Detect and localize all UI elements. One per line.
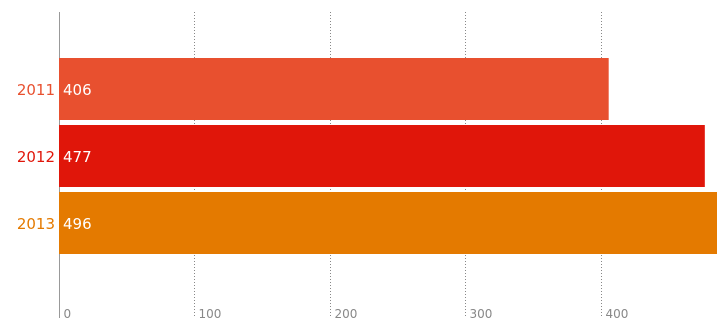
bar-2012 — [59, 125, 705, 187]
x-tick-label: 200 — [335, 307, 358, 321]
x-tick-label: 300 — [470, 307, 493, 321]
data-label: 406 — [63, 81, 92, 99]
category-label: 2012 — [17, 148, 55, 166]
data-label: 496 — [63, 215, 92, 233]
tick-layer: 0 100 200 300 400 — [64, 307, 629, 321]
bar-2013 — [59, 192, 717, 254]
x-tick-label: 100 — [199, 307, 222, 321]
category-label: 2013 — [17, 215, 55, 233]
bar-2011 — [59, 58, 609, 120]
label-layer: 406 2011 477 2012 496 2013 — [17, 81, 92, 233]
x-tick-label: 0 — [64, 307, 72, 321]
bar-layer — [59, 58, 717, 254]
data-label: 477 — [63, 148, 92, 166]
category-label: 2011 — [17, 81, 55, 99]
x-tick-label: 400 — [606, 307, 629, 321]
